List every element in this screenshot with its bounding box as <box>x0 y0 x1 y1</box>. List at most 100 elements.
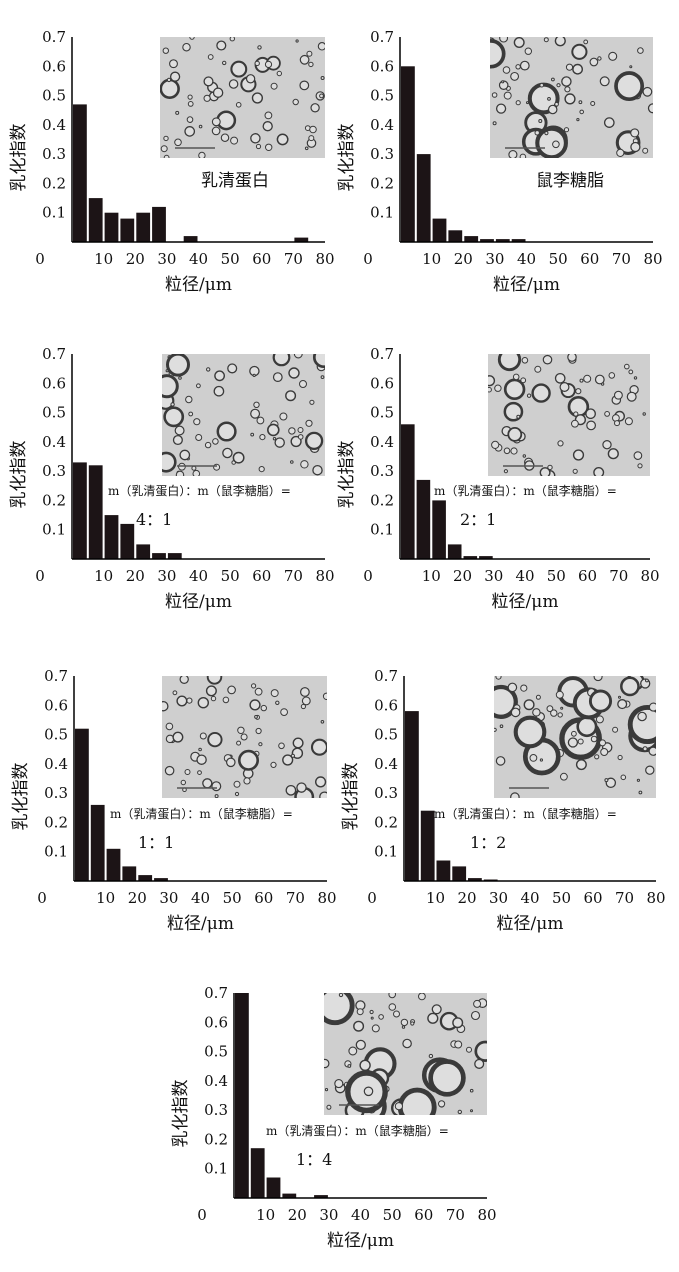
droplet <box>253 401 260 408</box>
droplet <box>282 754 294 766</box>
droplet <box>222 447 233 459</box>
droplet <box>353 1020 365 1032</box>
bar-2 <box>416 154 431 242</box>
bar-7 <box>495 239 510 242</box>
bar-5 <box>136 212 151 242</box>
droplet <box>516 414 521 419</box>
droplet <box>594 374 605 385</box>
bar-3 <box>436 860 451 881</box>
droplet <box>348 1046 358 1056</box>
x-tick-label: 50 <box>383 1206 402 1224</box>
x-tick-label: 80 <box>646 889 665 907</box>
droplet <box>308 135 315 142</box>
x-tick-label: 70 <box>615 889 634 907</box>
x-tick-label: 30 <box>489 889 508 907</box>
y-axis-label: 乳化指数 <box>341 763 361 831</box>
droplet <box>490 39 506 69</box>
chart-panel-1: 0 10 20 30 40 50 60 70 80 0.1 0.2 0.3 0.4 0.5 0.6 0.7 粒径… <box>9 28 335 295</box>
droplet <box>162 374 179 399</box>
droplet <box>394 1102 403 1111</box>
droplet <box>220 133 230 142</box>
droplet <box>195 434 203 441</box>
bar-5 <box>314 1195 328 1198</box>
droplet <box>608 372 616 379</box>
droplet <box>388 993 396 999</box>
y-tick-label: 0.7 <box>374 667 398 685</box>
y-tick-label: 0.1 <box>204 1160 228 1178</box>
x-tick-label: 30 <box>157 567 176 585</box>
droplet <box>238 749 260 771</box>
bar-6 <box>480 239 494 242</box>
droplet <box>324 1058 330 1069</box>
droplet <box>637 47 644 54</box>
y-tick-label: 0.6 <box>42 57 66 75</box>
droplet <box>255 727 262 735</box>
droplet <box>274 437 285 448</box>
y-tick-label: 0.7 <box>370 28 394 46</box>
droplet <box>552 140 560 149</box>
droplet <box>557 712 563 718</box>
x-tick-label: 50 <box>221 250 240 268</box>
droplet <box>280 708 289 716</box>
droplet <box>588 689 613 713</box>
y-tick-label: 0.1 <box>374 843 398 861</box>
ratio-formula: m（乳清蛋白）：m（鼠李糖脂）= <box>108 483 291 498</box>
droplet <box>575 759 587 771</box>
x-axis-label: 粒径/μm <box>497 914 564 934</box>
droplet <box>199 732 207 740</box>
ratio-value: 1：2 <box>470 833 506 852</box>
droplet <box>539 758 544 762</box>
droplet <box>295 39 299 43</box>
droplet <box>617 754 623 761</box>
droplet <box>572 63 583 75</box>
y-tick-label: 0.5 <box>370 404 394 422</box>
droplet <box>163 406 185 428</box>
droplet <box>547 464 553 471</box>
droplet <box>431 1004 442 1015</box>
droplet <box>308 61 314 68</box>
droplet <box>276 70 282 77</box>
droplet <box>227 685 236 695</box>
droplet <box>213 463 221 471</box>
droplet <box>564 86 571 93</box>
bar-2 <box>88 198 103 242</box>
droplet <box>211 781 222 792</box>
droplet <box>250 408 261 419</box>
droplet <box>229 37 235 42</box>
y-tick-label: 0.7 <box>42 345 66 363</box>
droplet <box>378 1014 384 1020</box>
droplet <box>334 1079 344 1089</box>
droplet <box>230 60 248 78</box>
chart-panel-4: 0 10 20 30 40 50 60 70 80 0.1 0.2 0.3 0.4 0.5 0.6 0.7 粒径… <box>337 345 660 612</box>
droplet <box>427 1012 439 1024</box>
droplet <box>529 754 538 762</box>
ratio-formula: m（乳清蛋白）：m（鼠李糖脂）= <box>434 806 617 821</box>
droplet <box>474 1058 485 1069</box>
droplet <box>474 1040 487 1062</box>
droplet <box>583 39 589 45</box>
droplet <box>560 706 564 710</box>
droplet <box>645 678 649 683</box>
micrograph-image <box>488 354 650 476</box>
chart-panel-5: 0 10 20 30 40 50 60 70 80 0.1 0.2 0.3 0.4 0.5 0.6 0.7 粒径… <box>11 667 337 934</box>
droplet <box>216 421 237 442</box>
droplet <box>285 784 297 796</box>
droplet <box>590 735 598 743</box>
x-tick-label: 60 <box>578 567 597 585</box>
droplet <box>401 1025 406 1029</box>
x-tick-label: 0 <box>197 1206 207 1224</box>
droplet <box>213 385 225 397</box>
droplet <box>301 696 311 706</box>
droplet <box>233 780 241 788</box>
x-tick-label: 60 <box>583 889 602 907</box>
chart-panel-3: 0 10 20 30 40 50 60 70 80 0.1 0.2 0.3 0.4 0.5 0.6 0.7 粒径… <box>9 345 335 612</box>
droplet <box>222 60 227 66</box>
droplet <box>605 777 617 789</box>
droplet <box>290 460 294 464</box>
bar-1 <box>401 66 415 242</box>
droplet <box>393 1010 400 1018</box>
droplet <box>576 716 598 738</box>
bar-5 <box>468 878 482 881</box>
droplet <box>326 1104 332 1110</box>
y-tick-label: 0.7 <box>44 667 68 685</box>
